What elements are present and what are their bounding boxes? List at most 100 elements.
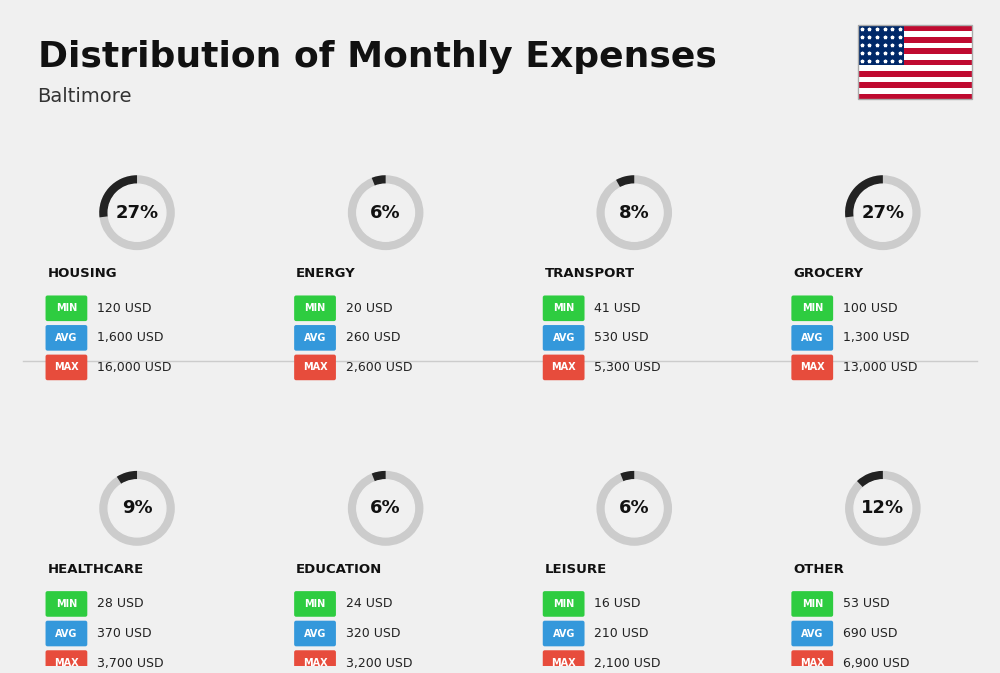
FancyBboxPatch shape (858, 48, 972, 54)
Text: 210 USD: 210 USD (594, 627, 649, 640)
Text: AVG: AVG (801, 629, 823, 639)
Text: 13,000 USD: 13,000 USD (843, 361, 918, 374)
Text: Distribution of Monthly Expenses: Distribution of Monthly Expenses (38, 40, 716, 74)
FancyBboxPatch shape (791, 325, 833, 351)
Text: MAX: MAX (551, 658, 576, 668)
Wedge shape (596, 175, 672, 250)
Text: 320 USD: 320 USD (346, 627, 400, 640)
Text: 6%: 6% (370, 499, 401, 518)
Text: 27%: 27% (115, 204, 159, 221)
Text: HOUSING: HOUSING (48, 267, 117, 280)
FancyBboxPatch shape (543, 621, 585, 646)
Text: MAX: MAX (54, 658, 79, 668)
FancyBboxPatch shape (46, 591, 87, 616)
FancyBboxPatch shape (858, 37, 972, 42)
Text: 6%: 6% (370, 204, 401, 221)
Circle shape (854, 480, 912, 537)
Wedge shape (99, 175, 175, 250)
FancyBboxPatch shape (46, 295, 87, 321)
Text: 53 USD: 53 USD (843, 598, 890, 610)
Text: 530 USD: 530 USD (594, 331, 649, 345)
Text: MAX: MAX (551, 363, 576, 372)
Circle shape (357, 480, 414, 537)
Wedge shape (845, 471, 921, 546)
FancyBboxPatch shape (858, 26, 972, 31)
FancyBboxPatch shape (46, 621, 87, 646)
Text: AVG: AVG (801, 333, 823, 343)
Text: MAX: MAX (800, 658, 825, 668)
FancyBboxPatch shape (858, 54, 972, 59)
Circle shape (108, 480, 166, 537)
Text: AVG: AVG (55, 629, 78, 639)
Text: 41 USD: 41 USD (594, 302, 641, 315)
Text: Baltimore: Baltimore (38, 87, 132, 106)
Wedge shape (620, 471, 634, 482)
Circle shape (357, 184, 414, 242)
FancyBboxPatch shape (858, 42, 972, 48)
Text: 3,200 USD: 3,200 USD (346, 657, 412, 670)
FancyBboxPatch shape (543, 295, 585, 321)
FancyBboxPatch shape (858, 82, 972, 88)
FancyBboxPatch shape (858, 59, 972, 65)
Wedge shape (348, 471, 423, 546)
FancyBboxPatch shape (46, 650, 87, 673)
Text: MAX: MAX (303, 658, 327, 668)
Circle shape (605, 184, 663, 242)
Text: LEISURE: LEISURE (545, 563, 607, 575)
Text: OTHER: OTHER (793, 563, 844, 575)
FancyBboxPatch shape (858, 94, 972, 100)
Text: TRANSPORT: TRANSPORT (545, 267, 635, 280)
Text: 690 USD: 690 USD (843, 627, 898, 640)
FancyBboxPatch shape (858, 31, 972, 37)
FancyBboxPatch shape (791, 650, 833, 673)
Text: 16 USD: 16 USD (594, 598, 641, 610)
Text: MAX: MAX (303, 363, 327, 372)
FancyBboxPatch shape (858, 26, 904, 65)
Text: AVG: AVG (304, 333, 326, 343)
Text: 5,300 USD: 5,300 USD (594, 361, 661, 374)
Wedge shape (845, 175, 921, 250)
FancyBboxPatch shape (294, 325, 336, 351)
Text: 3,700 USD: 3,700 USD (97, 657, 164, 670)
Text: AVG: AVG (55, 333, 78, 343)
FancyBboxPatch shape (791, 355, 833, 380)
Text: 16,000 USD: 16,000 USD (97, 361, 172, 374)
Text: 2,100 USD: 2,100 USD (594, 657, 661, 670)
Text: 2,600 USD: 2,600 USD (346, 361, 412, 374)
Text: MIN: MIN (802, 599, 823, 609)
Text: 1,300 USD: 1,300 USD (843, 331, 910, 345)
Text: AVG: AVG (552, 333, 575, 343)
Text: EDUCATION: EDUCATION (296, 563, 382, 575)
FancyBboxPatch shape (294, 295, 336, 321)
Text: MIN: MIN (56, 599, 77, 609)
Text: 9%: 9% (122, 499, 152, 518)
Text: MAX: MAX (800, 363, 825, 372)
Text: 28 USD: 28 USD (97, 598, 144, 610)
FancyBboxPatch shape (858, 71, 972, 77)
Text: 27%: 27% (861, 204, 904, 221)
FancyBboxPatch shape (543, 650, 585, 673)
Wedge shape (845, 175, 883, 217)
Text: GROCERY: GROCERY (793, 267, 863, 280)
FancyBboxPatch shape (294, 355, 336, 380)
FancyBboxPatch shape (294, 650, 336, 673)
Wedge shape (372, 471, 386, 482)
Text: 120 USD: 120 USD (97, 302, 152, 315)
Text: MIN: MIN (802, 304, 823, 314)
Text: MIN: MIN (553, 599, 574, 609)
Text: 6,900 USD: 6,900 USD (843, 657, 910, 670)
Text: AVG: AVG (304, 629, 326, 639)
Text: ENERGY: ENERGY (296, 267, 356, 280)
FancyBboxPatch shape (46, 325, 87, 351)
Text: 24 USD: 24 USD (346, 598, 392, 610)
Text: 8%: 8% (619, 204, 650, 221)
Wedge shape (857, 471, 883, 487)
Text: 100 USD: 100 USD (843, 302, 898, 315)
Text: 20 USD: 20 USD (346, 302, 392, 315)
Text: MIN: MIN (56, 304, 77, 314)
Text: 12%: 12% (861, 499, 904, 518)
Text: HEALTHCARE: HEALTHCARE (48, 563, 144, 575)
Text: 6%: 6% (619, 499, 650, 518)
FancyBboxPatch shape (543, 325, 585, 351)
Wedge shape (348, 175, 423, 250)
